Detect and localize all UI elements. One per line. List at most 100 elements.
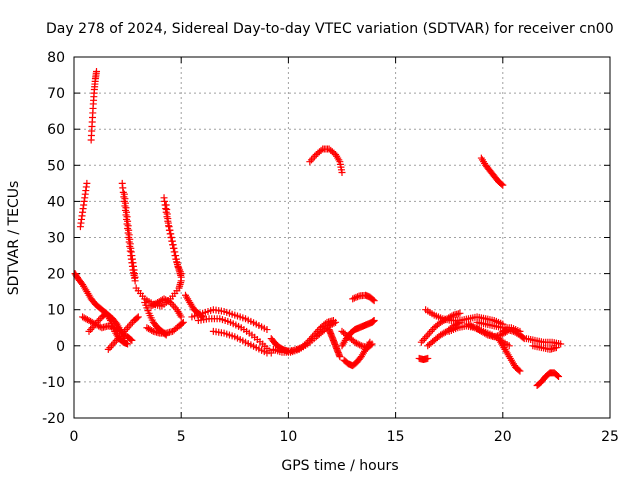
data-point-arc-10 bbox=[165, 223, 173, 231]
data-point-arc-06 bbox=[127, 320, 135, 328]
data-point-arc-21 bbox=[307, 156, 315, 164]
x-tick-label: 5 bbox=[177, 429, 186, 445]
data-point-arc-28 bbox=[425, 329, 433, 337]
x-tick-label: 20 bbox=[494, 429, 512, 445]
data-point-arc-20 bbox=[330, 319, 338, 327]
data-point-arc-05 bbox=[124, 340, 132, 348]
data-point-arc-27 bbox=[424, 354, 432, 362]
data-point-arc-21 bbox=[309, 154, 317, 162]
data-point-arc-33 bbox=[498, 180, 506, 188]
y-tick-label: 10 bbox=[47, 303, 65, 319]
data-point-arc-08 bbox=[131, 273, 139, 281]
data-point-arc-31 bbox=[505, 342, 513, 350]
data-point-arc-21 bbox=[338, 169, 346, 177]
data-point-arc-04 bbox=[128, 336, 136, 344]
data-point-arc-28 bbox=[429, 326, 437, 334]
data-point-arc-06 bbox=[124, 324, 132, 332]
data-point-arc-10 bbox=[173, 259, 181, 267]
data-point-arc-28 bbox=[422, 333, 430, 341]
data-point-arc-26 bbox=[354, 293, 362, 301]
data-point-arc-38 bbox=[552, 344, 560, 352]
y-tick-label: 70 bbox=[47, 86, 65, 102]
axis-ticks: 0 5 10 15 20 25 -20 -10 0 10 20 30 40 50 60 70 80 bbox=[42, 50, 619, 445]
data-point-arc-05 bbox=[85, 327, 93, 335]
data-point-arc-29 bbox=[440, 329, 448, 337]
data-point-arc-02 bbox=[83, 179, 91, 187]
data-point-arc-10 bbox=[164, 219, 172, 227]
data-point-arc-10 bbox=[172, 252, 180, 260]
data-point-arc-28 bbox=[419, 336, 427, 344]
data-point-arc-10 bbox=[177, 270, 185, 278]
data-point-arc-26 bbox=[352, 293, 360, 301]
data-point-arc-37 bbox=[557, 340, 565, 348]
y-tick-label: 50 bbox=[47, 158, 65, 174]
y-tick-label: 60 bbox=[47, 122, 65, 138]
data-point-arc-28 bbox=[427, 327, 435, 335]
data-point-arc-28 bbox=[424, 331, 432, 339]
data-point-arc-06 bbox=[122, 326, 130, 334]
data-point-arc-16 bbox=[263, 326, 271, 334]
data-point-arc-28 bbox=[421, 335, 429, 343]
data-point-arc-28 bbox=[417, 338, 425, 346]
data-point-arc-10 bbox=[166, 226, 174, 234]
data-point-arc-10 bbox=[168, 234, 176, 241]
data-point-arc-35 bbox=[515, 366, 523, 374]
y-axis-label: SDTVAR / TECUs bbox=[6, 181, 22, 296]
x-tick-label: 0 bbox=[70, 429, 79, 445]
data-point-arc-23 bbox=[370, 317, 378, 325]
x-tick-label: 10 bbox=[279, 429, 297, 445]
data-point-arc-03 bbox=[93, 67, 101, 75]
data-point-arc-26 bbox=[350, 294, 358, 302]
y-tick-label: 0 bbox=[56, 339, 65, 355]
grid bbox=[74, 57, 610, 418]
data-point-arc-39 bbox=[553, 372, 561, 380]
data-point-arc-10 bbox=[168, 237, 176, 245]
data-point-arc-39 bbox=[555, 372, 563, 380]
data-point-arc-21 bbox=[311, 152, 319, 160]
x-tick-label: 15 bbox=[387, 429, 405, 445]
data-point-arc-13 bbox=[148, 326, 156, 334]
data-point-arc-14 bbox=[163, 297, 171, 305]
data-point-arc-25 bbox=[367, 341, 375, 349]
data-point-arc-06 bbox=[109, 340, 117, 348]
data-point-arc-20 bbox=[332, 318, 340, 326]
data-point-arc-21 bbox=[306, 158, 314, 166]
data-point-arc-26 bbox=[370, 297, 378, 305]
data-point-arc-26 bbox=[349, 295, 357, 303]
x-tick-label: 25 bbox=[601, 429, 619, 445]
plot-frame bbox=[73, 56, 611, 419]
y-tick-label: 80 bbox=[47, 50, 65, 66]
data-point-arc-35 bbox=[516, 367, 524, 375]
data-point-arc-04 bbox=[127, 335, 135, 343]
data-point-arc-11 bbox=[177, 277, 185, 285]
data-point-arc-06 bbox=[104, 345, 112, 353]
y-tick-label: 40 bbox=[47, 194, 65, 210]
data-point-arc-14 bbox=[177, 313, 185, 321]
data-point-arc-32 bbox=[482, 330, 490, 338]
y-tick-label: 20 bbox=[47, 267, 65, 283]
data-point-arc-06 bbox=[125, 322, 133, 330]
data-point-arc-21 bbox=[317, 146, 325, 154]
data-point-arc-06 bbox=[134, 313, 142, 321]
x-axis-label: GPS time / hours bbox=[281, 458, 398, 474]
data-point-arc-33 bbox=[499, 181, 507, 189]
data-point-arc-26 bbox=[369, 296, 377, 304]
data-points bbox=[71, 67, 565, 390]
y-tick-label: -10 bbox=[42, 375, 65, 391]
y-tick-label: -20 bbox=[42, 411, 65, 427]
data-point-arc-10 bbox=[171, 248, 179, 256]
data-point-arc-06 bbox=[106, 344, 114, 352]
data-point-arc-14 bbox=[170, 302, 178, 310]
chart-title: Day 278 of 2024, Sidereal Day-to-day VTE… bbox=[46, 21, 614, 37]
y-tick-label: 30 bbox=[47, 231, 65, 247]
data-point-arc-22 bbox=[336, 353, 344, 361]
data-point-arc-18 bbox=[263, 349, 271, 357]
data-point-arc-28 bbox=[456, 309, 464, 317]
data-point-arc-10 bbox=[172, 255, 180, 263]
data-point-arc-10 bbox=[169, 241, 177, 249]
data-point-arc-36 bbox=[519, 334, 527, 342]
data-point-arc-10 bbox=[170, 244, 178, 252]
data-point-arc-13 bbox=[178, 319, 186, 327]
data-point-arc-05 bbox=[87, 326, 95, 334]
